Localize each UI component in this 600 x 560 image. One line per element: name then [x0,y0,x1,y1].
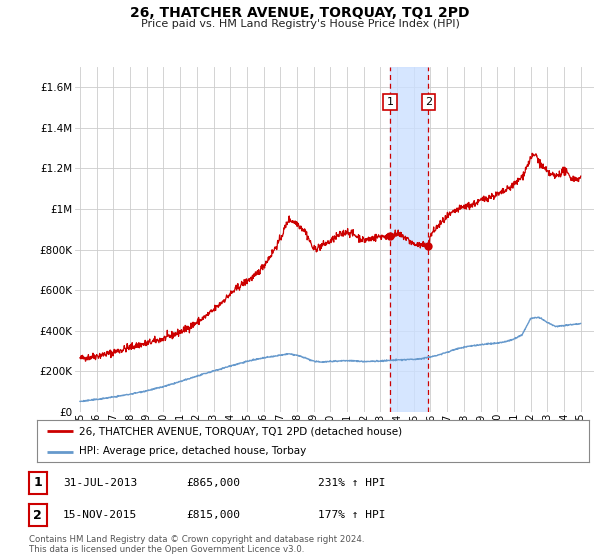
Bar [390,67,428,412]
Text: Price paid vs. HM Land Registry's House Price Index (HPI): Price paid vs. HM Land Registry's House … [140,19,460,29]
Text: 15-NOV-2015: 15-NOV-2015 [63,510,137,520]
Text: 1: 1 [386,97,394,106]
Text: 231% ↑ HPI: 231% ↑ HPI [318,478,386,488]
Text: 177% ↑ HPI: 177% ↑ HPI [318,510,386,520]
Text: £865,000: £865,000 [186,478,240,488]
Text: Contains HM Land Registry data © Crown copyright and database right 2024.
This d: Contains HM Land Registry data © Crown c… [29,535,364,554]
Text: 2: 2 [34,508,42,522]
Text: £815,000: £815,000 [186,510,240,520]
Text: 26, THATCHER AVENUE, TORQUAY, TQ1 2PD (detached house): 26, THATCHER AVENUE, TORQUAY, TQ1 2PD (d… [79,426,402,436]
Text: 26, THATCHER AVENUE, TORQUAY, TQ1 2PD: 26, THATCHER AVENUE, TORQUAY, TQ1 2PD [130,6,470,20]
Text: 31-JUL-2013: 31-JUL-2013 [63,478,137,488]
Text: 2: 2 [425,97,432,106]
Text: 1: 1 [34,476,42,489]
Text: HPI: Average price, detached house, Torbay: HPI: Average price, detached house, Torb… [79,446,306,456]
